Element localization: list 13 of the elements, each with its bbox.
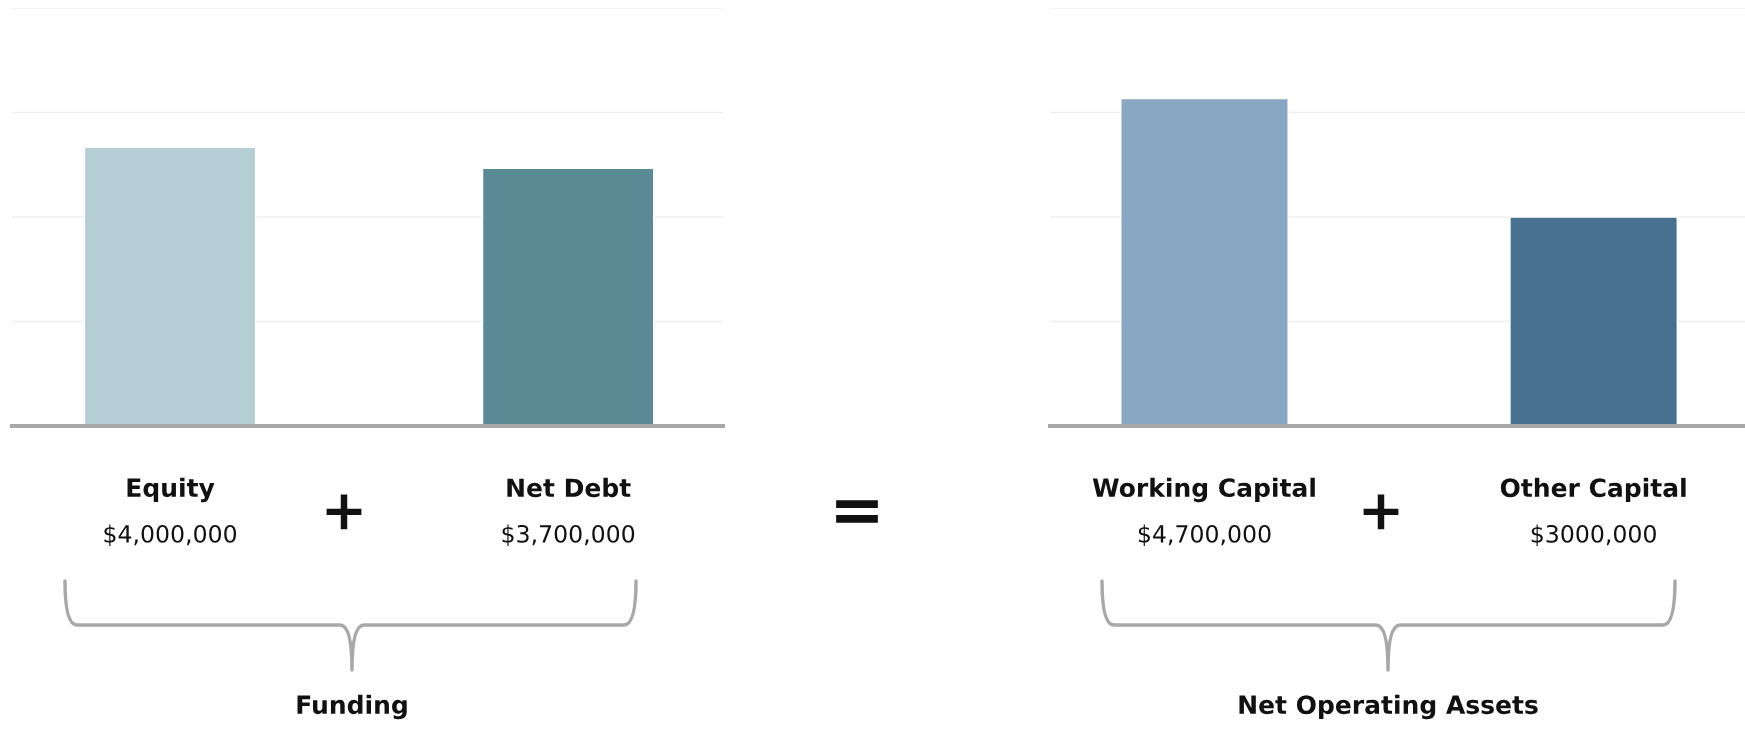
category-label: Net Debt	[507, 477, 631, 498]
text: +	[326, 494, 362, 530]
data-label: $4,700,000	[1138, 524, 1271, 546]
data-label: $3,700,000	[502, 524, 635, 546]
text: Funding	[297, 694, 407, 720]
text: +	[1363, 494, 1399, 530]
text: Net Operating Assets	[1239, 694, 1538, 720]
category-label: Equity	[127, 477, 215, 503]
data-label: $3000,000	[1531, 524, 1656, 546]
data-label: $4,000,000	[104, 524, 237, 546]
text: =	[836, 500, 878, 523]
category-label: Other Capital	[1500, 477, 1686, 503]
category-label: Working Capital	[1092, 477, 1315, 503]
